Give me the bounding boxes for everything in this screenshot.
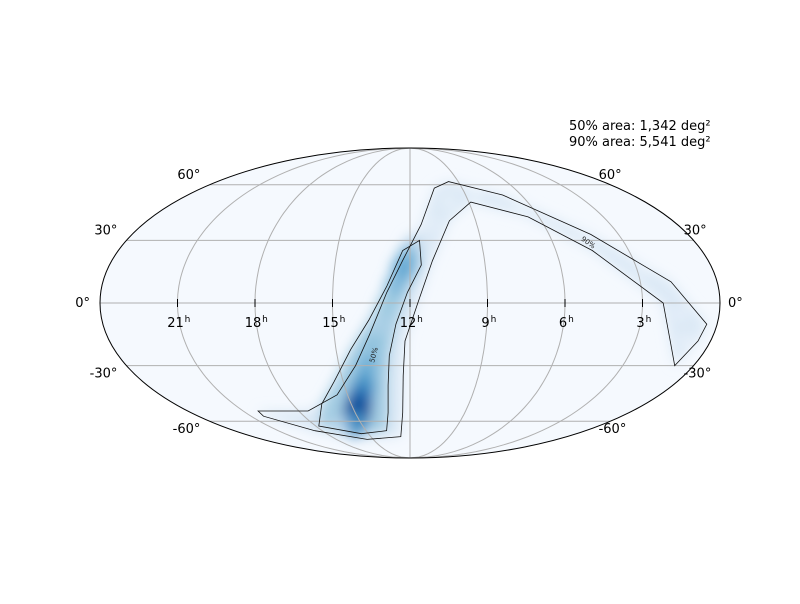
ra-tick-superscript: h [646,315,652,325]
contour-label-50: 50% [368,346,380,363]
dec-tick-label-left: 60° [177,168,200,183]
dec-tick-label-right: 30° [684,223,707,238]
ra-tick-superscript: h [185,315,191,325]
ra-tick-superscript: h [491,315,497,325]
ra-tick-label: 15 [322,316,339,331]
heat-point [443,195,456,209]
dec-tick-label-left: 0° [75,296,90,311]
ra-tick-superscript: h [262,315,268,325]
heat-point [514,199,527,213]
dec-tick-label-right: 60° [599,168,622,183]
area-50-annotation: 50% area: 1,342 deg² [569,119,711,134]
heat-point [362,334,383,357]
dec-tick-label-right: -30° [684,367,712,382]
sky-outline [99,147,721,459]
heat-point [679,334,692,348]
area-90-annotation: 90% area: 5,541 deg² [569,135,711,150]
heat-point [370,314,389,335]
axis-labels: 21 h 18 h 15 h 12 h 9 h 6 h 3 h60° 60°30° 30°0° 0°-30° -3… [75,168,743,437]
dec-tick-label-left: -30° [90,367,118,382]
ra-tick-label: 21 [167,316,184,331]
ra-tick-superscript: h [340,315,346,325]
contour-50 [318,239,422,435]
heat-point [467,186,480,200]
ra-tick-superscript: h [417,315,423,325]
ra-tick-superscript: h [568,315,574,325]
heat-point [577,227,590,242]
ra-tick-label: 6 [559,316,567,331]
dec-tick-label-left: 30° [94,223,117,238]
ra-tick-label: 18 [245,316,262,331]
ra-tick-label: 12 [400,316,417,331]
heat-point [636,264,649,279]
heat-point [674,306,687,321]
dec-tick-label-left: -60° [173,422,201,437]
ra-tick-label: 3 [636,316,644,331]
ra-tick-label: 9 [481,316,489,331]
heat-point [332,416,350,436]
contour-90 [257,181,708,440]
dec-tick-label-right: -60° [599,422,627,437]
dec-tick-label-right: 0° [728,296,743,311]
heat-point [426,217,439,232]
sky-frame [99,147,721,459]
